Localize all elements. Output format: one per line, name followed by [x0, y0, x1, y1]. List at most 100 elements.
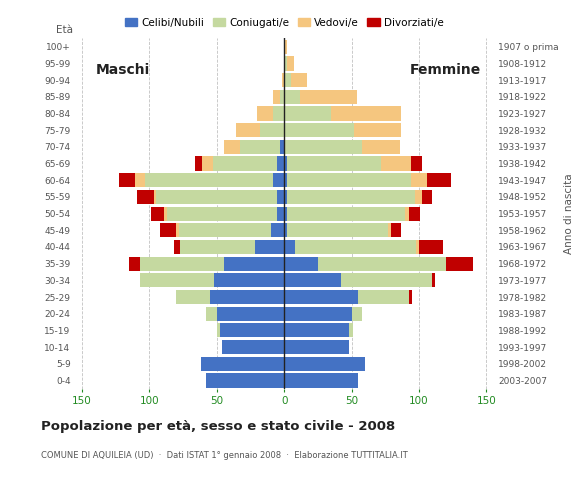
Bar — [167, 206, 277, 221]
Bar — [258, 107, 273, 120]
Bar — [271, 223, 284, 238]
Bar — [154, 190, 156, 204]
Bar — [409, 290, 412, 304]
Bar — [135, 173, 146, 187]
Bar — [284, 56, 287, 71]
Bar — [217, 324, 220, 337]
Bar — [195, 156, 202, 170]
Bar — [140, 257, 223, 271]
Bar — [446, 257, 473, 271]
Bar — [213, 156, 277, 170]
Bar — [156, 190, 277, 204]
Legend: Celibi/Nubili, Coniugati/e, Vedovi/e, Divorziati/e: Celibi/Nubili, Coniugati/e, Vedovi/e, Di… — [122, 15, 446, 30]
Bar — [411, 156, 422, 170]
Bar — [284, 190, 287, 204]
Bar — [210, 290, 284, 304]
Bar — [295, 240, 416, 254]
Bar — [260, 123, 284, 137]
Bar — [223, 257, 284, 271]
Bar — [206, 373, 284, 387]
Bar — [432, 273, 435, 288]
Bar — [284, 257, 318, 271]
Bar — [284, 324, 349, 337]
Bar — [287, 190, 415, 204]
Bar — [422, 190, 432, 204]
Bar — [240, 140, 280, 154]
Bar — [349, 324, 353, 337]
Bar — [331, 107, 401, 120]
Bar — [427, 173, 451, 187]
Bar — [146, 173, 273, 187]
Y-axis label: Anno di nascita: Anno di nascita — [564, 173, 574, 254]
Bar — [354, 123, 401, 137]
Bar — [160, 223, 176, 238]
Bar — [273, 90, 280, 104]
Bar — [284, 206, 287, 221]
Bar — [223, 140, 240, 154]
Bar — [284, 40, 287, 54]
Bar — [176, 290, 210, 304]
Text: Età: Età — [56, 25, 72, 35]
Text: Maschi: Maschi — [96, 63, 150, 77]
Bar — [220, 324, 284, 337]
Bar — [280, 90, 284, 104]
Bar — [291, 73, 307, 87]
Bar — [118, 173, 135, 187]
Bar — [140, 273, 214, 288]
Bar — [284, 107, 331, 120]
Bar — [217, 307, 284, 321]
Bar — [179, 223, 271, 238]
Bar — [284, 73, 291, 87]
Bar — [164, 206, 167, 221]
Bar — [180, 240, 255, 254]
Bar — [419, 240, 443, 254]
Bar — [201, 357, 284, 371]
Bar — [137, 190, 154, 204]
Bar — [300, 90, 357, 104]
Bar — [284, 123, 354, 137]
Bar — [129, 257, 140, 271]
Text: COMUNE DI AQUILEIA (UD)  ·  Dati ISTAT 1° gennaio 2008  ·  Elaborazione TUTTITAL: COMUNE DI AQUILEIA (UD) · Dati ISTAT 1° … — [41, 451, 407, 460]
Bar — [284, 156, 287, 170]
Bar — [235, 123, 260, 137]
Bar — [277, 206, 284, 221]
Bar — [284, 173, 287, 187]
Bar — [277, 156, 284, 170]
Bar — [405, 206, 409, 221]
Bar — [284, 90, 300, 104]
Bar — [284, 290, 358, 304]
Bar — [284, 340, 349, 354]
Bar — [287, 56, 293, 71]
Bar — [287, 206, 405, 221]
Bar — [362, 140, 400, 154]
Bar — [388, 223, 390, 238]
Bar — [284, 307, 351, 321]
Bar — [411, 173, 427, 187]
Bar — [409, 206, 420, 221]
Bar — [351, 307, 362, 321]
Bar — [287, 156, 381, 170]
Bar — [277, 190, 284, 204]
Bar — [176, 223, 179, 238]
Text: Popolazione per età, sesso e stato civile - 2008: Popolazione per età, sesso e stato civil… — [41, 420, 395, 433]
Bar — [202, 156, 213, 170]
Bar — [284, 373, 358, 387]
Bar — [273, 107, 284, 120]
Bar — [280, 140, 284, 154]
Bar — [151, 206, 164, 221]
Bar — [284, 273, 341, 288]
Bar — [416, 240, 419, 254]
Bar — [284, 240, 295, 254]
Bar — [341, 273, 432, 288]
Bar — [284, 140, 362, 154]
Bar — [284, 223, 287, 238]
Bar — [381, 156, 411, 170]
Bar — [287, 223, 388, 238]
Bar — [206, 307, 217, 321]
Bar — [214, 273, 284, 288]
Bar — [318, 257, 446, 271]
Bar — [284, 357, 365, 371]
Bar — [255, 240, 284, 254]
Bar — [273, 173, 284, 187]
Bar — [358, 290, 409, 304]
